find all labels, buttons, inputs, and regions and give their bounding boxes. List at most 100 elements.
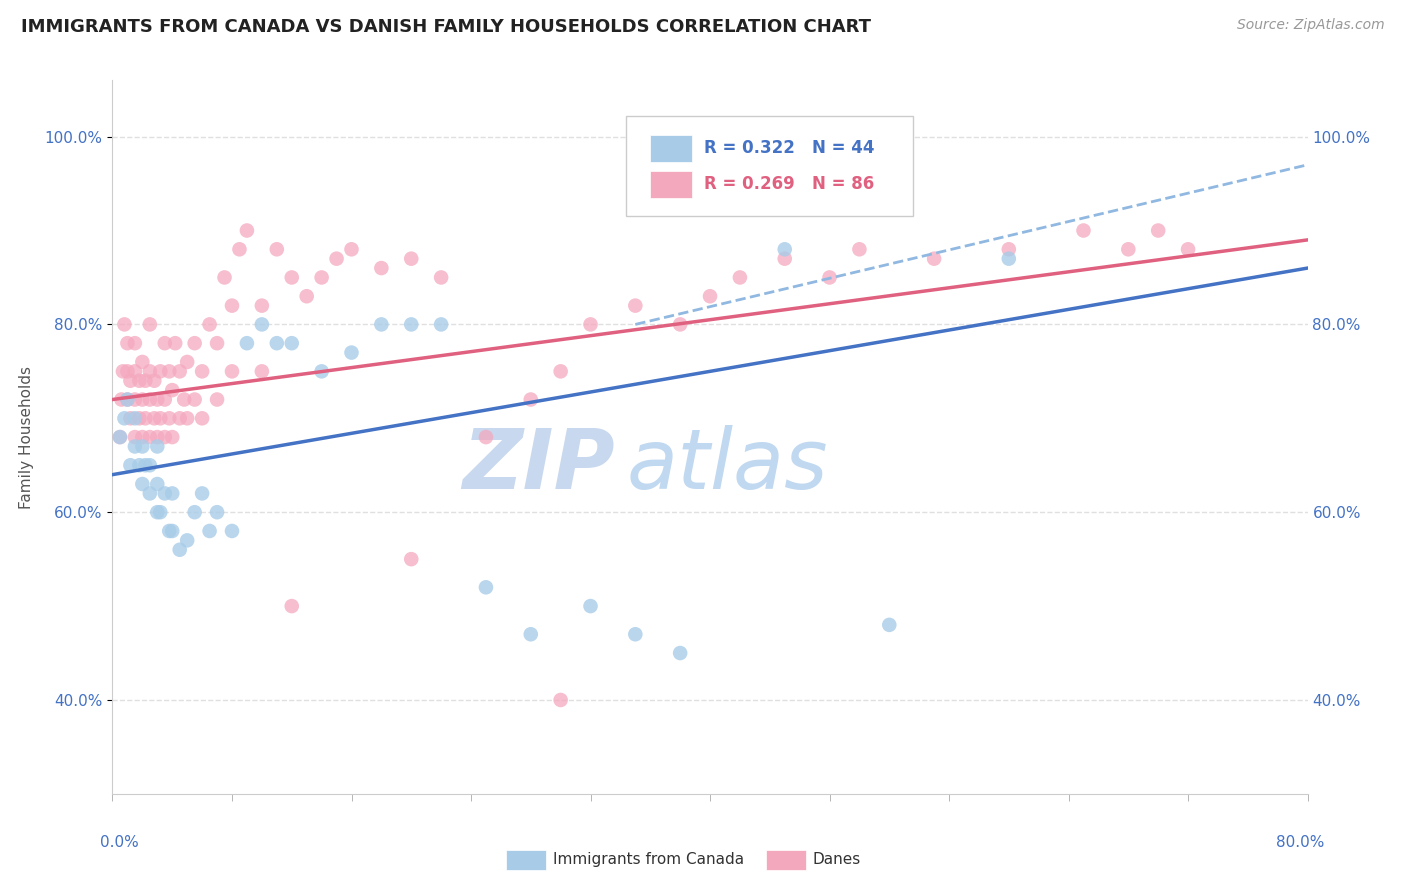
Point bbox=[191, 411, 214, 425]
Point bbox=[162, 524, 183, 538]
Text: ZIP: ZIP bbox=[461, 425, 614, 506]
Point bbox=[153, 430, 176, 444]
Point bbox=[169, 364, 191, 378]
Point bbox=[149, 411, 172, 425]
Point bbox=[879, 618, 901, 632]
Point bbox=[311, 270, 333, 285]
Point bbox=[176, 355, 198, 369]
Point bbox=[157, 524, 180, 538]
Point bbox=[146, 430, 169, 444]
Point bbox=[131, 355, 153, 369]
Point bbox=[281, 336, 304, 351]
Point bbox=[325, 252, 347, 266]
Point bbox=[134, 411, 156, 425]
Point bbox=[401, 252, 423, 266]
Point bbox=[221, 524, 243, 538]
Point bbox=[430, 318, 453, 332]
Point bbox=[110, 392, 132, 407]
Point bbox=[128, 374, 150, 388]
Point bbox=[131, 477, 153, 491]
Point bbox=[143, 411, 166, 425]
Point bbox=[370, 261, 392, 276]
Point bbox=[236, 223, 259, 237]
Point bbox=[124, 440, 146, 454]
Point bbox=[117, 392, 139, 407]
Point bbox=[169, 542, 191, 557]
Point bbox=[131, 440, 153, 454]
Point bbox=[165, 336, 187, 351]
Point bbox=[579, 318, 602, 332]
Point bbox=[128, 411, 150, 425]
Point bbox=[149, 505, 172, 519]
Point bbox=[295, 289, 318, 303]
Point bbox=[157, 411, 180, 425]
Point bbox=[370, 318, 392, 332]
Point bbox=[124, 430, 146, 444]
Point bbox=[266, 242, 288, 256]
Text: Immigrants from Canada: Immigrants from Canada bbox=[553, 853, 744, 867]
Point bbox=[143, 374, 166, 388]
Point bbox=[520, 392, 543, 407]
Point bbox=[624, 627, 647, 641]
Point bbox=[134, 374, 156, 388]
Point bbox=[139, 318, 162, 332]
Point bbox=[205, 336, 228, 351]
Point bbox=[134, 458, 156, 473]
Point bbox=[131, 430, 153, 444]
Point bbox=[250, 299, 273, 313]
Point bbox=[120, 374, 142, 388]
Point bbox=[176, 533, 198, 548]
Point bbox=[281, 270, 304, 285]
Point bbox=[124, 392, 146, 407]
Point bbox=[149, 364, 172, 378]
Point bbox=[401, 318, 423, 332]
Point bbox=[475, 430, 498, 444]
Point bbox=[124, 336, 146, 351]
Text: R = 0.269: R = 0.269 bbox=[704, 176, 794, 194]
Point bbox=[146, 392, 169, 407]
Point bbox=[162, 383, 183, 397]
Point bbox=[157, 364, 180, 378]
Point bbox=[728, 270, 751, 285]
Point bbox=[114, 411, 135, 425]
Point bbox=[124, 364, 146, 378]
Point bbox=[153, 486, 176, 500]
Point bbox=[146, 477, 169, 491]
Point bbox=[266, 336, 288, 351]
Point bbox=[117, 392, 139, 407]
Point bbox=[669, 646, 692, 660]
Point bbox=[198, 318, 221, 332]
Point bbox=[153, 392, 176, 407]
Point bbox=[699, 289, 721, 303]
Point bbox=[1118, 242, 1140, 256]
Point bbox=[153, 336, 176, 351]
Point bbox=[214, 270, 236, 285]
Point bbox=[120, 458, 142, 473]
Point bbox=[111, 364, 134, 378]
Point bbox=[169, 411, 191, 425]
Point bbox=[117, 336, 139, 351]
Point bbox=[669, 318, 692, 332]
Point bbox=[120, 411, 142, 425]
Point bbox=[146, 505, 169, 519]
Point bbox=[773, 252, 796, 266]
Point bbox=[191, 486, 214, 500]
Point bbox=[124, 411, 146, 425]
Point bbox=[340, 242, 363, 256]
Point bbox=[579, 599, 602, 613]
Point bbox=[1147, 223, 1170, 237]
Point bbox=[183, 392, 205, 407]
Point bbox=[340, 345, 363, 359]
Point bbox=[183, 505, 205, 519]
Point bbox=[475, 580, 498, 594]
Point bbox=[430, 270, 453, 285]
Point bbox=[114, 318, 135, 332]
Point bbox=[198, 524, 221, 538]
Point bbox=[139, 392, 162, 407]
Point bbox=[624, 299, 647, 313]
Point bbox=[520, 627, 543, 641]
Point bbox=[998, 242, 1021, 256]
Point bbox=[221, 299, 243, 313]
Text: Source: ZipAtlas.com: Source: ZipAtlas.com bbox=[1237, 18, 1385, 32]
Point bbox=[221, 364, 243, 378]
